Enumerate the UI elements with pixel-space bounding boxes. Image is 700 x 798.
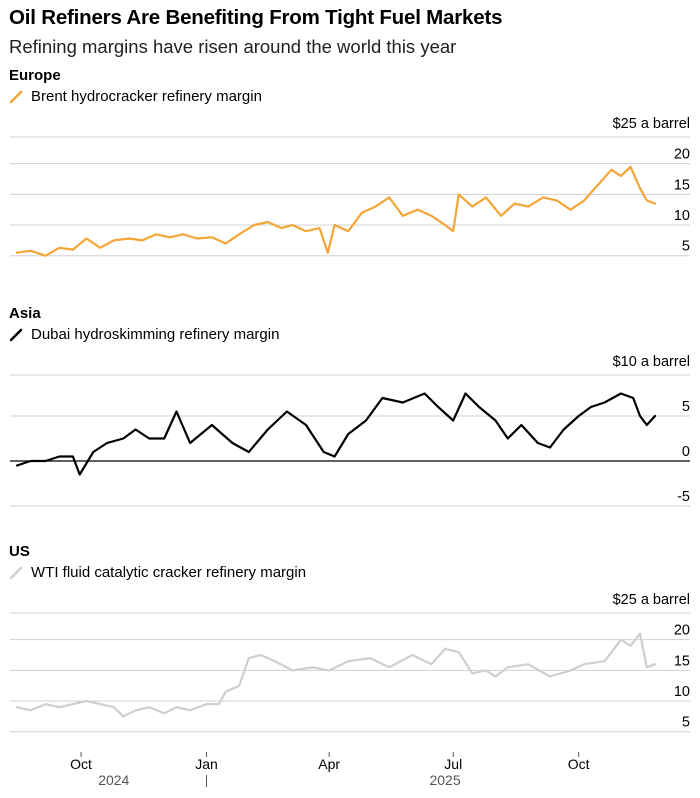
y-tick-label-europe-10: 10	[674, 208, 690, 224]
y-tick-label-us-10: 10	[674, 684, 690, 700]
legend-us: WTI fluid catalytic cracker refinery mar…	[9, 564, 306, 581]
y-tick-label-asia-0: 0	[682, 444, 690, 460]
y-tick-label-asia-5: 5	[682, 399, 690, 415]
year-label-2024: 2024	[98, 772, 129, 788]
legend-swatch-asia	[9, 328, 23, 342]
x-tick-label-4: Oct	[568, 756, 590, 772]
x-tick-label-1: Jan	[195, 756, 218, 772]
y-tick-label-europe-5: 5	[682, 239, 690, 255]
chart-subtitle: Refining margins have risen around the w…	[9, 36, 457, 57]
panel-label-europe: Europe	[9, 67, 61, 84]
year-label-2025: 2025	[429, 772, 460, 788]
x-tick-label-3: Jul	[444, 756, 462, 772]
legend-asia: Dubai hydroskimming refinery margin	[9, 326, 279, 343]
panel-label-us: US	[9, 543, 30, 560]
unit-label-asia: $10 a barrel	[613, 354, 690, 370]
y-tick-label-asia--5: -5	[677, 489, 690, 505]
y-tick-label-us-15: 15	[674, 653, 690, 669]
legend-label-us: WTI fluid catalytic cracker refinery mar…	[31, 564, 307, 581]
series-line-us	[15, 632, 657, 718]
y-tick-label-europe-15: 15	[674, 177, 690, 193]
legend-label-europe: Brent hydrocracker refinery margin	[31, 88, 262, 105]
series-line-europe	[15, 165, 657, 257]
legend-label-asia: Dubai hydroskimming refinery margin	[31, 326, 280, 343]
x-tick-label-2: Apr	[318, 756, 340, 772]
series-line-asia	[15, 392, 657, 476]
legend-swatch-europe	[9, 90, 23, 104]
panel-label-asia: Asia	[9, 305, 41, 322]
chart-title: Oil Refiners Are Benefiting From Tight F…	[9, 6, 503, 29]
x-tick-label-0: Oct	[70, 756, 92, 772]
y-tick-label-us-20: 20	[674, 623, 690, 639]
y-tick-label-europe-20: 20	[674, 147, 690, 163]
legend-swatch-us	[9, 566, 23, 580]
unit-label-europe: $25 a barrel	[613, 116, 690, 132]
y-tick-label-us-5: 5	[682, 715, 690, 731]
unit-label-us: $25 a barrel	[613, 592, 690, 608]
legend-europe: Brent hydrocracker refinery margin	[9, 88, 262, 105]
